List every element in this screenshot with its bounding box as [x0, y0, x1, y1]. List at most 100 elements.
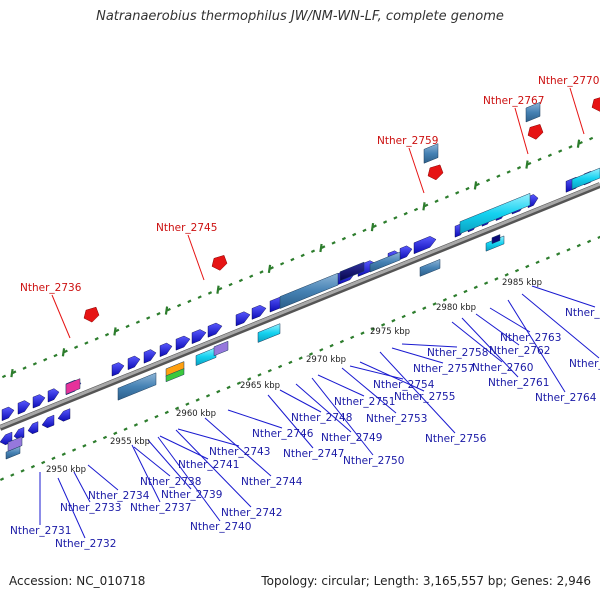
gene-label: Nther_2749: [321, 432, 382, 444]
gene-label: Nther_2758: [427, 347, 488, 359]
gene-label: Nther_2731: [10, 525, 71, 537]
rna-label-connector: [187, 234, 205, 281]
gene-label-connector: [475, 313, 520, 346]
scale-tick-inner: [453, 293, 458, 298]
scale-tick-inner: [288, 360, 293, 365]
gene-label: Nther_2753: [366, 413, 427, 425]
scale-tick-inner: [484, 281, 489, 285]
gene-arrow: [399, 245, 413, 260]
gene-arrow: [1, 406, 15, 421]
scale-tick-outer: [32, 362, 37, 366]
scale-label: 2975 kbp: [370, 327, 410, 337]
rna-feature: [211, 255, 228, 271]
scale-tick-inner: [525, 264, 530, 269]
scale-tick-inner: [133, 423, 138, 427]
scale-major-tick: [113, 327, 117, 336]
scale-tick-outer: [125, 324, 130, 329]
gene-label-connector: [341, 367, 397, 414]
gene-label-connector: [295, 383, 352, 433]
scale-tick-outer: [290, 257, 295, 262]
scale-major-tick: [525, 160, 529, 169]
scale-tick-outer: [310, 249, 316, 254]
scale-tick-inner: [545, 256, 550, 260]
gene-label: Nther_2733: [60, 502, 121, 514]
scale-tick-outer: [352, 232, 357, 237]
map-title: Natranaerobius thermophilus JW/NM-WN-LF,…: [96, 9, 504, 24]
scale-tick-inner: [175, 406, 180, 411]
scale-tick-outer: [403, 211, 408, 216]
gene-label-connector: [401, 343, 458, 348]
scale-tick-outer: [383, 220, 388, 224]
rna-feature: [527, 124, 544, 140]
scale-tick-inner: [298, 356, 303, 361]
scale-tick-outer: [177, 303, 182, 308]
scale-tick-outer: [269, 266, 274, 270]
scale-tick-outer: [207, 291, 213, 295]
scale-tick-outer: [300, 253, 305, 258]
gene-label: Nther_2761: [488, 377, 549, 389]
gene-arrow: [159, 342, 173, 357]
scale-tick-outer: [547, 153, 552, 158]
scale-tick-inner: [463, 289, 468, 294]
scale-tick-inner: [278, 364, 283, 369]
scale-tick-outer: [218, 286, 223, 291]
scale-tick-outer: [74, 345, 79, 349]
scale-tick-outer: [249, 274, 254, 279]
scale-tick-inner: [535, 260, 540, 265]
scale-tick-outer: [444, 195, 449, 199]
scale-tick-inner: [154, 414, 159, 419]
gene-block: [339, 261, 365, 282]
scale-tick-outer: [393, 216, 398, 220]
gene-block: [257, 323, 281, 343]
gene-arrow: [207, 322, 223, 338]
gene-block: [423, 143, 439, 164]
scale-tick-inner: [236, 381, 241, 386]
gene-label: Nther_2734: [88, 490, 150, 502]
gene-label: Nther_2737: [130, 502, 191, 514]
gene-label-connector: [175, 429, 252, 508]
scale-major-tick: [216, 285, 220, 294]
scale-tick-inner: [422, 306, 427, 310]
scale-tick-inner: [267, 368, 272, 373]
gene-label: Nther_2756: [425, 433, 487, 445]
gene-label-connector: [133, 446, 171, 477]
scale-tick-inner: [113, 431, 118, 436]
scale-tick-inner: [494, 277, 499, 281]
scale-tick-inner: [30, 464, 35, 469]
scale-label: 2950 kbp: [46, 465, 86, 475]
gene-label: Nther_2751: [334, 396, 395, 408]
gene-label-connector: [87, 464, 119, 491]
gene-label: Nther_2746: [252, 428, 314, 440]
scale-tick-outer: [321, 245, 326, 249]
gene-block: [213, 340, 229, 357]
rna-label: Nther_2736: [20, 282, 82, 294]
gene-label: Nther_2755: [394, 391, 455, 403]
gene-label-connector: [311, 377, 374, 456]
scale-tick-outer: [166, 307, 171, 312]
gene-arrow-reverse: [13, 427, 25, 440]
gene-label-connector: [489, 307, 531, 333]
scale-major-tick: [267, 264, 272, 274]
gene-label-connector: [359, 361, 425, 392]
gene-arrow-reverse: [41, 414, 55, 429]
gene-label-connector: [157, 436, 221, 522]
scale-tick-outer: [146, 316, 151, 320]
scale-tick-inner: [370, 327, 375, 331]
scale-tick-outer: [1, 374, 7, 379]
scale-tick-outer: [94, 337, 99, 341]
scale-tick-outer: [516, 166, 522, 170]
gene-block: [369, 251, 401, 273]
rna-label-connector: [408, 147, 425, 194]
scale-tick-inner: [257, 373, 262, 377]
gene-label-connector: [131, 444, 161, 503]
gene-arrow: [111, 362, 125, 377]
scale-tick-outer: [12, 370, 17, 374]
scale-tick-inner: [432, 302, 437, 306]
scale-tick-outer: [455, 191, 460, 195]
gene-label: Nther_2743: [209, 446, 270, 458]
gene-label: Nther_2742: [221, 507, 282, 519]
scale-tick-inner: [319, 348, 324, 352]
scale-tick-outer: [259, 270, 264, 274]
gene-label-connector: [451, 321, 503, 363]
scale-tick-inner: [164, 410, 169, 415]
